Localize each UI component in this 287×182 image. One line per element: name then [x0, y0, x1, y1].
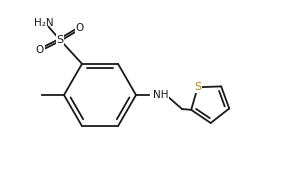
Text: S: S — [194, 82, 201, 92]
Text: O: O — [76, 23, 84, 33]
Text: S: S — [57, 35, 63, 45]
Text: NH: NH — [153, 90, 168, 100]
Text: H₂N: H₂N — [34, 18, 54, 28]
Text: O: O — [36, 45, 44, 55]
